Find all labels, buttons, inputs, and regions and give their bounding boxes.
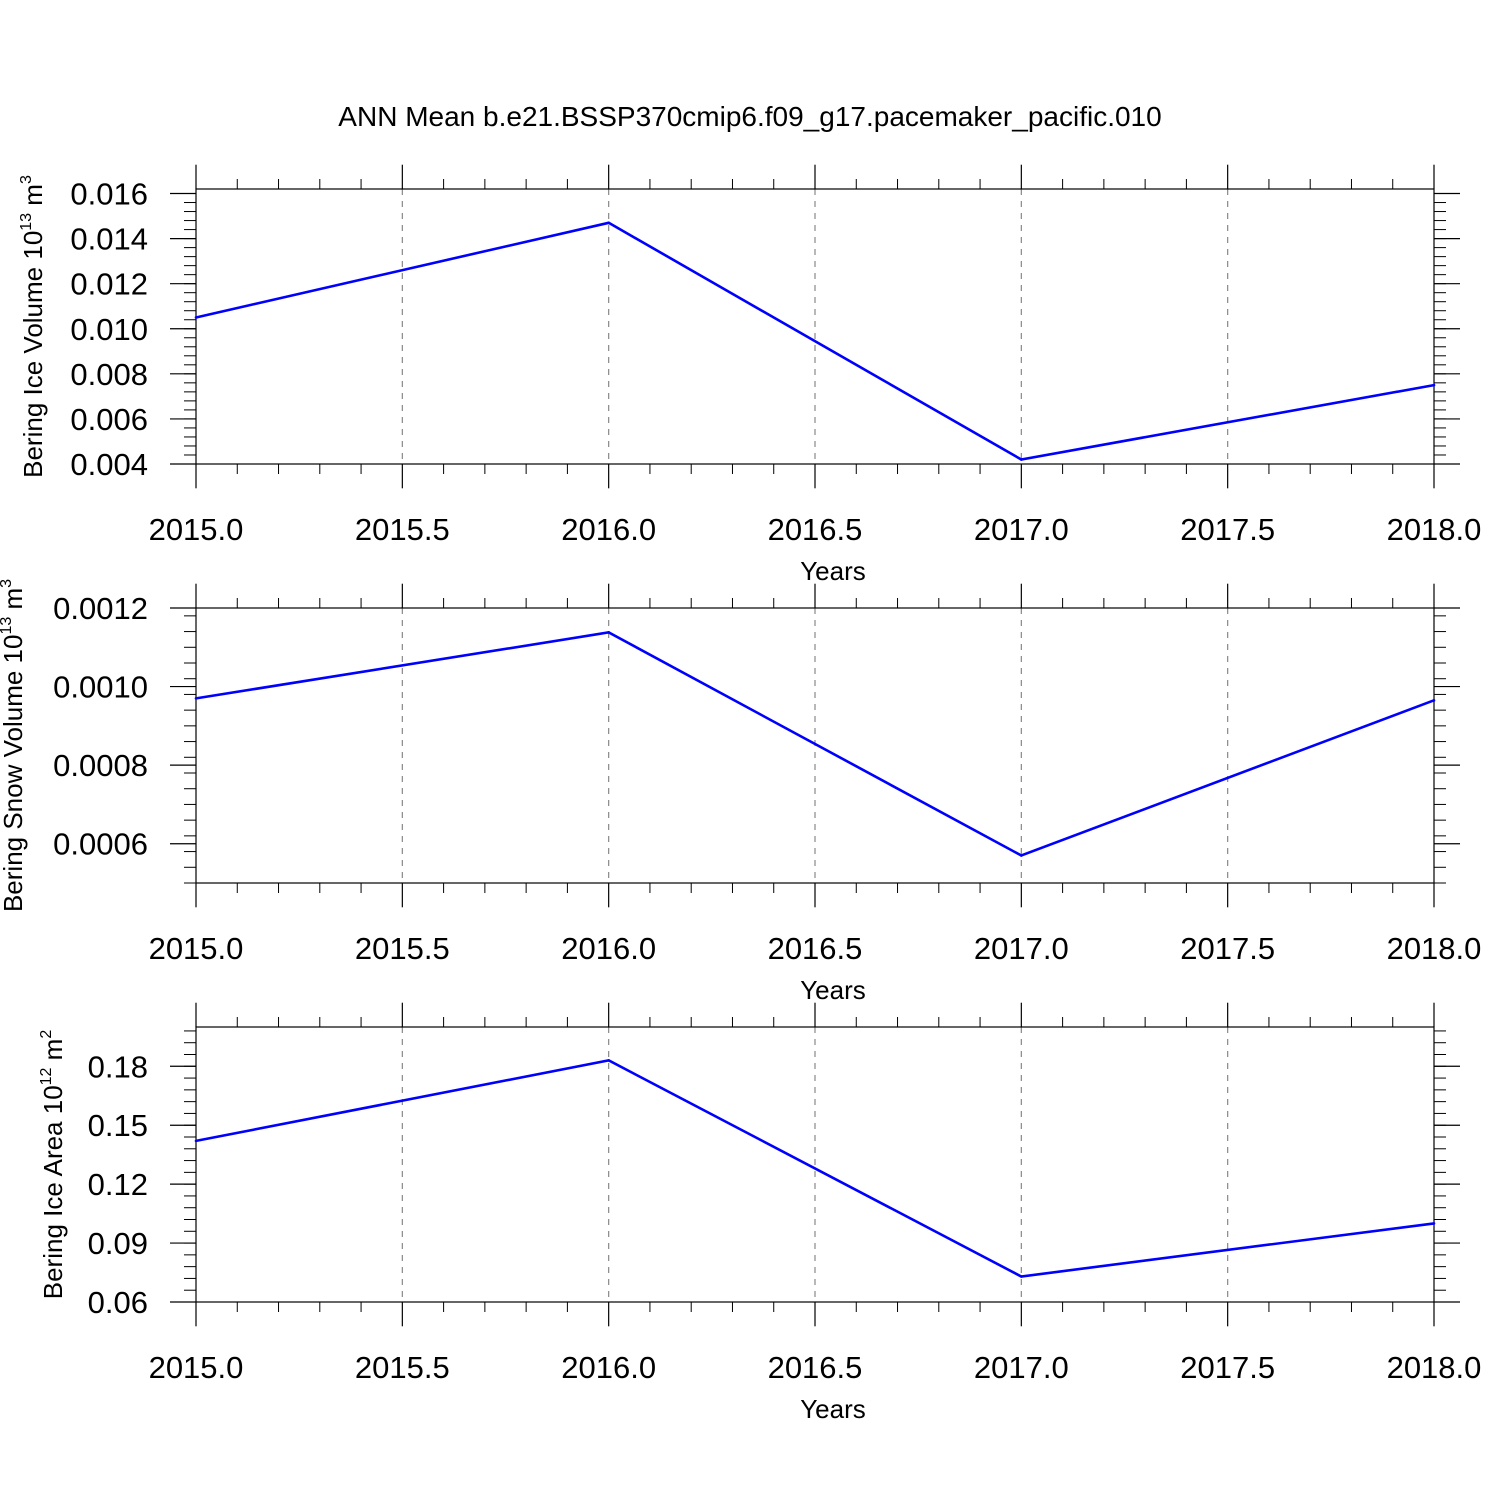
data-point <box>607 631 610 634</box>
y-axis-label-part: Bering Snow Volume 10 <box>0 635 28 913</box>
chart-panel: 0.004 0.006 0.008 0.010 0.012 0.014 0.016 2015.… <box>18 164 1482 586</box>
data-point <box>1020 458 1023 461</box>
x-axis-label: Years <box>800 556 866 586</box>
chart-panels: 0.004 0.006 0.008 0.010 0.012 0.014 0.016 2015.… <box>0 164 1482 1424</box>
y-axis-label-superscript: 12 <box>38 1067 55 1085</box>
y-tick-label: 0.012 <box>70 267 148 302</box>
x-tick-label: 2015.0 <box>149 512 244 547</box>
x-tick-label: 2018.0 <box>1387 512 1482 547</box>
x-tick-label: 2018.0 <box>1387 931 1482 966</box>
y-axis-label-part: m <box>38 1039 68 1068</box>
x-tick-label: 2017.0 <box>974 1350 1069 1385</box>
y-axis-label-superscript: 13 <box>18 213 35 231</box>
y-tick-label: 0.0006 <box>53 827 148 862</box>
x-tick-label: 2017.0 <box>974 512 1069 547</box>
y-axis-label: Bering Snow Volume 1013 m3 <box>0 579 28 912</box>
data-point <box>1020 854 1023 857</box>
y-axis-label-superscript: 2 <box>38 1030 55 1039</box>
series-line <box>195 1059 1435 1278</box>
x-tick-label: 2017.5 <box>1180 1350 1275 1385</box>
data-point <box>1432 699 1436 702</box>
y-axis-label: Bering Ice Area 1012 m2 <box>38 1030 68 1300</box>
y-axis-label-superscript: 3 <box>0 579 15 588</box>
chart-panel: 0.0006 0.0008 0.0010 0.0012 2015.0 2015.5 2016… <box>0 579 1481 1005</box>
data-point <box>1432 383 1436 387</box>
x-tick-label: 2015.0 <box>149 931 244 966</box>
y-tick-label: 0.06 <box>88 1285 148 1320</box>
y-tick-label: 0.09 <box>88 1226 148 1261</box>
x-tick-label: 2015.5 <box>355 931 450 966</box>
x-tick-label: 2016.0 <box>561 1350 656 1385</box>
x-axis-label: Years <box>800 1394 866 1424</box>
y-tick-label: 0.004 <box>70 447 148 482</box>
data-point <box>1432 1222 1436 1225</box>
y-axis-label: Bering Ice Volume 1013 m3 <box>18 175 48 478</box>
x-tick-label: 2016.0 <box>561 931 656 966</box>
y-axis-label-part: m <box>0 588 28 617</box>
x-tick-label: 2018.0 <box>1387 1350 1482 1385</box>
x-tick-label: 2017.5 <box>1180 512 1275 547</box>
y-tick-label: 0.014 <box>70 222 148 257</box>
y-tick-label: 0.016 <box>70 177 148 212</box>
x-tick-label: 2015.0 <box>149 1350 244 1385</box>
data-point <box>194 316 198 319</box>
x-tick-label: 2015.5 <box>355 512 450 547</box>
data-point <box>607 221 610 225</box>
y-axis-label-part: Bering Ice Area 10 <box>38 1085 68 1299</box>
y-tick-label: 0.15 <box>88 1108 148 1143</box>
figure-title: ANN Mean b.e21.BSSP370cmip6.f09_g17.pace… <box>338 101 1161 132</box>
x-tick-label: 2017.5 <box>1180 931 1275 966</box>
y-tick-label: 0.12 <box>88 1167 148 1202</box>
x-tick-label: 2016.5 <box>768 512 863 547</box>
y-tick-label: 0.18 <box>88 1049 148 1084</box>
y-axis-label-superscript: 13 <box>0 617 15 635</box>
data-point <box>194 697 198 700</box>
x-tick-label: 2016.0 <box>561 512 656 547</box>
x-axis-label: Years <box>800 975 866 1005</box>
x-tick-label: 2016.5 <box>768 931 863 966</box>
y-tick-label: 0.010 <box>70 312 148 347</box>
y-tick-label: 0.0010 <box>53 670 148 705</box>
data-point <box>194 1139 198 1143</box>
x-tick-label: 2016.5 <box>768 1350 863 1385</box>
y-tick-label: 0.0012 <box>53 591 148 626</box>
data-point <box>1020 1275 1023 1278</box>
x-tick-label: 2017.0 <box>974 931 1069 966</box>
series-line <box>195 631 1435 857</box>
y-tick-label: 0.006 <box>70 402 148 437</box>
y-tick-label: 0.008 <box>70 357 148 392</box>
y-tick-label: 0.0008 <box>53 748 148 783</box>
series-line <box>195 221 1435 461</box>
chart-panel: 0.06 0.09 0.12 0.15 0.18 2015.0 2015.5 2016.0 20… <box>38 1002 1482 1424</box>
y-axis-label-part: m <box>18 184 48 213</box>
y-axis-label-part: Bering Ice Volume 10 <box>18 231 48 478</box>
y-axis-label-superscript: 3 <box>18 175 35 184</box>
data-point <box>607 1059 610 1062</box>
x-tick-label: 2015.5 <box>355 1350 450 1385</box>
